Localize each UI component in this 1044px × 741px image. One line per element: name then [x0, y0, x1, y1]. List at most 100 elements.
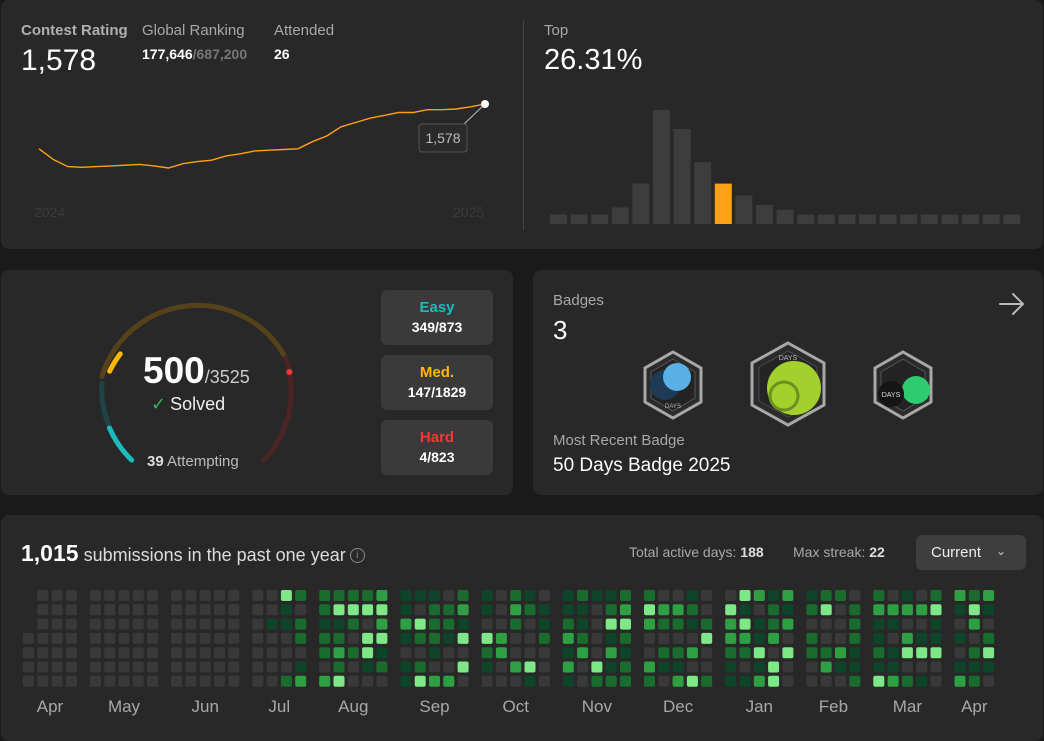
heatmap-cell[interactable] [725, 632, 737, 644]
heatmap-cell[interactable] [672, 632, 684, 644]
histogram-bar[interactable] [838, 214, 856, 225]
days-badge-green-icon[interactable]: DAYS [871, 350, 935, 420]
heatmap-cell[interactable] [333, 675, 345, 687]
heatmap-cell[interactable] [806, 618, 818, 630]
heatmap-cell[interactable] [806, 675, 818, 687]
heatmap-cell[interactable] [968, 590, 980, 601]
heatmap-cell[interactable] [457, 604, 469, 616]
heatmap-cell[interactable] [199, 661, 211, 673]
heatmap-cell[interactable] [954, 632, 966, 644]
heatmap-cell[interactable] [228, 661, 240, 673]
heatmap-cell[interactable] [147, 661, 159, 673]
histogram-bar[interactable] [611, 207, 629, 224]
heatmap-cell[interactable] [185, 661, 197, 673]
heatmap-cell[interactable] [23, 632, 34, 644]
heatmap-cell[interactable] [89, 604, 101, 616]
heatmap-cell[interactable] [457, 647, 469, 659]
heatmap-cell[interactable] [672, 675, 684, 687]
heatmap-cell[interactable] [171, 618, 183, 630]
heatmap-cell[interactable] [849, 590, 861, 601]
heatmap-cell[interactable] [495, 661, 507, 673]
heatmap-cell[interactable] [968, 661, 980, 673]
heatmap-cell[interactable] [510, 675, 522, 687]
heatmap-cell[interactable] [457, 675, 469, 687]
heatmap-cell[interactable] [132, 647, 144, 659]
heatmap-cell[interactable] [954, 604, 966, 616]
heatmap-cell[interactable] [768, 604, 780, 616]
heatmap-cell[interactable] [605, 590, 617, 601]
heatmap-cell[interactable] [295, 661, 307, 673]
heatmap-cell[interactable] [782, 590, 794, 601]
heatmap-cell[interactable] [820, 590, 832, 601]
heatmap-cell[interactable] [376, 604, 388, 616]
heatmap-cell[interactable] [820, 632, 832, 644]
heatmap-cell[interactable] [429, 590, 440, 601]
heatmap-cell[interactable] [37, 590, 49, 601]
heatmap-cell[interactable] [65, 604, 77, 616]
heatmap-cell[interactable] [753, 661, 765, 673]
histogram-bar-current[interactable] [714, 183, 732, 224]
heatmap-cell[interactable] [214, 618, 225, 630]
heatmap-cell[interactable] [481, 618, 493, 630]
heatmap-cell[interactable] [620, 618, 631, 630]
heatmap-cell[interactable] [104, 604, 116, 616]
heatmap-cell[interactable] [171, 647, 183, 659]
histogram-bar[interactable] [550, 214, 567, 225]
heatmap-cell[interactable] [51, 618, 63, 630]
heatmap-cell[interactable] [644, 590, 655, 601]
heatmap-cell[interactable] [347, 632, 359, 644]
heatmap-cell[interactable] [701, 618, 713, 630]
heatmap-cell[interactable] [147, 618, 159, 630]
heatmap-cell[interactable] [319, 647, 331, 659]
heatmap-cell[interactable] [333, 590, 345, 601]
heatmap-cell[interactable] [429, 647, 440, 659]
heatmap-cell[interactable] [672, 618, 684, 630]
heatmap-cell[interactable] [280, 590, 292, 601]
heatmap-cell[interactable] [701, 661, 713, 673]
histogram-bar[interactable] [859, 214, 876, 225]
heatmap-cell[interactable] [280, 647, 292, 659]
heatmap-cell[interactable] [524, 632, 536, 644]
heatmap-cell[interactable] [266, 661, 278, 673]
solved-progress-ring[interactable] [86, 289, 316, 479]
heatmap-cell[interactable] [983, 632, 995, 644]
heatmap-cell[interactable] [672, 647, 684, 659]
heatmap-cell[interactable] [916, 661, 928, 673]
heatmap-cell[interactable] [400, 675, 412, 687]
heatmap-cell[interactable] [429, 675, 440, 687]
heatmap-cell[interactable] [739, 647, 751, 659]
heatmap-cell[interactable] [333, 618, 345, 630]
heatmap-cell[interactable] [347, 647, 359, 659]
heatmap-cell[interactable] [495, 604, 507, 616]
heatmap-cell[interactable] [319, 590, 331, 601]
heatmap-cell[interactable] [280, 604, 292, 616]
heatmap-cell[interactable] [457, 590, 469, 601]
heatmap-cell[interactable] [753, 604, 765, 616]
heatmap-cell[interactable] [171, 661, 183, 673]
heatmap-cell[interactable] [562, 604, 574, 616]
histogram-bar[interactable] [776, 209, 794, 225]
heatmap-cell[interactable] [835, 661, 846, 673]
heatmap-cell[interactable] [23, 675, 34, 687]
heatmap-cell[interactable] [725, 647, 737, 659]
heatmap-cell[interactable] [768, 661, 780, 673]
heatmap-cell[interactable] [820, 647, 832, 659]
heatmap-cell[interactable] [524, 661, 536, 673]
heatmap-cell[interactable] [686, 618, 698, 630]
heatmap-cell[interactable] [968, 675, 980, 687]
heatmap-cell[interactable] [319, 675, 331, 687]
heatmap-cell[interactable] [887, 632, 899, 644]
heatmap-cell[interactable] [835, 632, 846, 644]
heatmap-cell[interactable] [23, 647, 34, 659]
heatmap-cell[interactable] [228, 632, 240, 644]
heatmap-cell[interactable] [495, 590, 507, 601]
heatmap-cell[interactable] [280, 661, 292, 673]
heatmap-cell[interactable] [562, 590, 574, 601]
histogram-bar[interactable] [735, 195, 753, 225]
heatmap-cell[interactable] [524, 618, 536, 630]
heatmap-cell[interactable] [457, 661, 469, 673]
heatmap-cell[interactable] [725, 661, 737, 673]
heatmap-cell[interactable] [577, 661, 589, 673]
rating-histogram[interactable] [541, 100, 1031, 225]
heatmap-cell[interactable] [644, 618, 655, 630]
